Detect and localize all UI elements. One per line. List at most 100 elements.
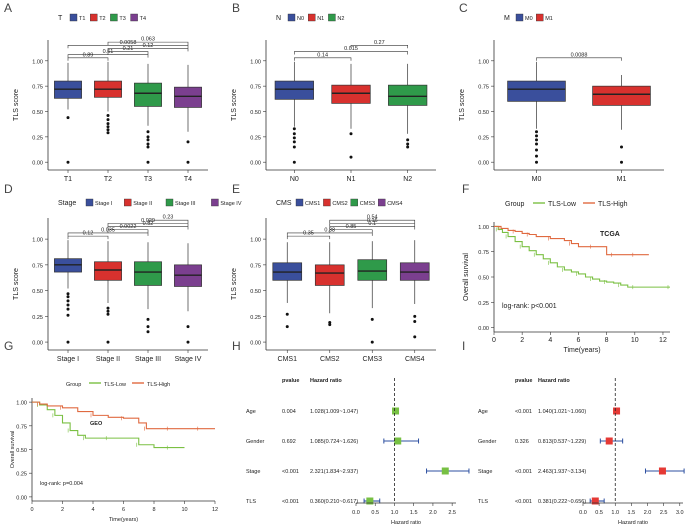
legend-title: Group [505,201,525,208]
box-n2 [388,63,428,149]
x-axis-label: Hazard ratio [618,520,648,526]
hr-point [605,437,613,445]
bracket-line [329,229,373,233]
x-tick-label: Stage III [135,356,161,363]
legend-label: T2 [99,16,105,22]
bracket-line [67,232,149,236]
comparison-bracket: 0.0022 [107,224,149,233]
row-label: Age [478,409,488,415]
y-axis-label: TLS score [231,89,238,121]
panel-letter: B [232,1,240,15]
legend-swatch [110,13,118,22]
x-tick-label: N0 [290,176,299,183]
box-cms3 [357,241,388,344]
bracket-pvalue: 0.1 [368,221,376,227]
forest-row-tls: TLS <0.001 0.360(0.210~0.617) [246,497,381,505]
forest-row-gender: Gender 0.692 1.085(0.724~1.626) [246,437,420,445]
legend-swatch [536,13,544,22]
outlier-point [66,116,70,120]
outlier-point [413,314,417,318]
box-body [388,84,428,106]
forest-row-tls: TLS <0.001 0.381(0.222~0.656) [478,497,605,505]
y-axis-label: Overall survival [463,253,470,301]
legend-label: N2 [337,16,344,22]
y-tick-label: 0.00 [478,161,489,167]
outlier-point [620,145,623,149]
box-m1 [592,74,651,164]
header-pvalue: pvalue [515,378,532,384]
legend-title: CMS [276,200,292,207]
x-tick-label: M1 [617,176,627,183]
bracket-line [107,223,189,227]
y-tick-label: 0.00 [32,341,43,347]
outlier-point [370,340,374,344]
bracket-pvalue: 0.12 [143,43,154,49]
x-tick-label: 2.5 [660,510,668,516]
x-tick-label: 6 [577,337,581,344]
outlier-point [146,135,150,139]
box-body [331,84,371,104]
panel-A: A T T1 T2 T3 T4 TLS score 0.00 0.25 0.50 0.75 1.00 T… [4,1,208,183]
x-tick-label: 2.5 [448,510,456,516]
outlier-point [146,325,150,329]
hr-point [441,467,449,475]
y-tick-label: 1.00 [32,238,43,244]
panel-letter: G [4,339,13,353]
forest-row-age: Age <0.001 1.040(1.021~1.060) [478,407,621,415]
outlier-point [292,160,296,164]
legend-label: M0 [525,16,533,22]
box-body [592,85,651,106]
x-tick-label: CMS3 [363,356,383,363]
logrank-annotation: log-rank: p<0.001 [502,303,557,310]
bracket-line [286,235,331,240]
y-axis-label: TLS score [231,268,238,300]
bracket-pvalue: 0.23 [163,215,174,221]
bracket-pvalue: 0.12 [83,231,94,237]
y-tick-label: 0.50 [250,110,261,116]
y-axis-label: TLS score [459,89,466,121]
outlier-point [413,319,417,323]
comparison-bracket: 0.14 [294,52,352,61]
x-tick-label: 2 [61,507,64,513]
x-tick-label: Stage IV [175,356,202,363]
x-tick-label: 4 [91,507,94,513]
y-tick-label: 0.25 [16,472,27,478]
hr-point [658,467,666,475]
y-tick-label: 0.75 [32,85,43,91]
y-tick-label: 0.50 [16,448,27,454]
outlier-point [66,160,70,164]
outlier-point [106,114,110,118]
box-body [134,261,162,286]
x-tick-label: 1.5 [628,510,636,516]
box-stage-iv [174,243,202,344]
outlier-point [106,312,110,316]
row-pvalue: <0.001 [515,499,532,505]
y-tick-label: 1.00 [16,401,27,407]
outlier-point [370,317,374,321]
y-tick-label: 0.75 [478,85,489,91]
outlier-point [535,142,538,146]
box-cms4 [399,240,430,339]
row-label: Gender [246,439,265,445]
bracket-line [350,44,408,49]
legend-label: N0 [297,16,304,22]
outlier-point [535,148,538,152]
legend-swatch [515,13,524,22]
outlier-point [406,138,410,142]
row-label: TLS [478,499,488,505]
comparison-bracket: 0.21 [107,46,149,55]
outlier-point [535,130,538,134]
box-n1 [331,63,371,159]
box-t4 [174,64,202,164]
x-tick-label: Stage II [96,356,120,363]
box-t1 [54,62,82,164]
outlier-point [292,136,296,140]
bracket-line [329,219,416,224]
bracket-pvalue: 0.16 [367,218,378,224]
x-tick-label: 12 [659,337,667,344]
outlier-point [106,128,110,132]
row-hazard-ratio: 0.381(0.222~0.656) [538,499,586,505]
row-hazard-ratio: 1.085(0.724~1.626) [310,439,358,445]
y-tick-label: 0.00 [478,326,489,332]
legend-label: T1 [79,16,85,22]
